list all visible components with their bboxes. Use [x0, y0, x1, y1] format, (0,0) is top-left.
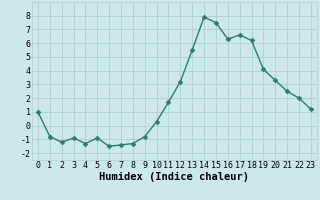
X-axis label: Humidex (Indice chaleur): Humidex (Indice chaleur) — [100, 172, 249, 182]
